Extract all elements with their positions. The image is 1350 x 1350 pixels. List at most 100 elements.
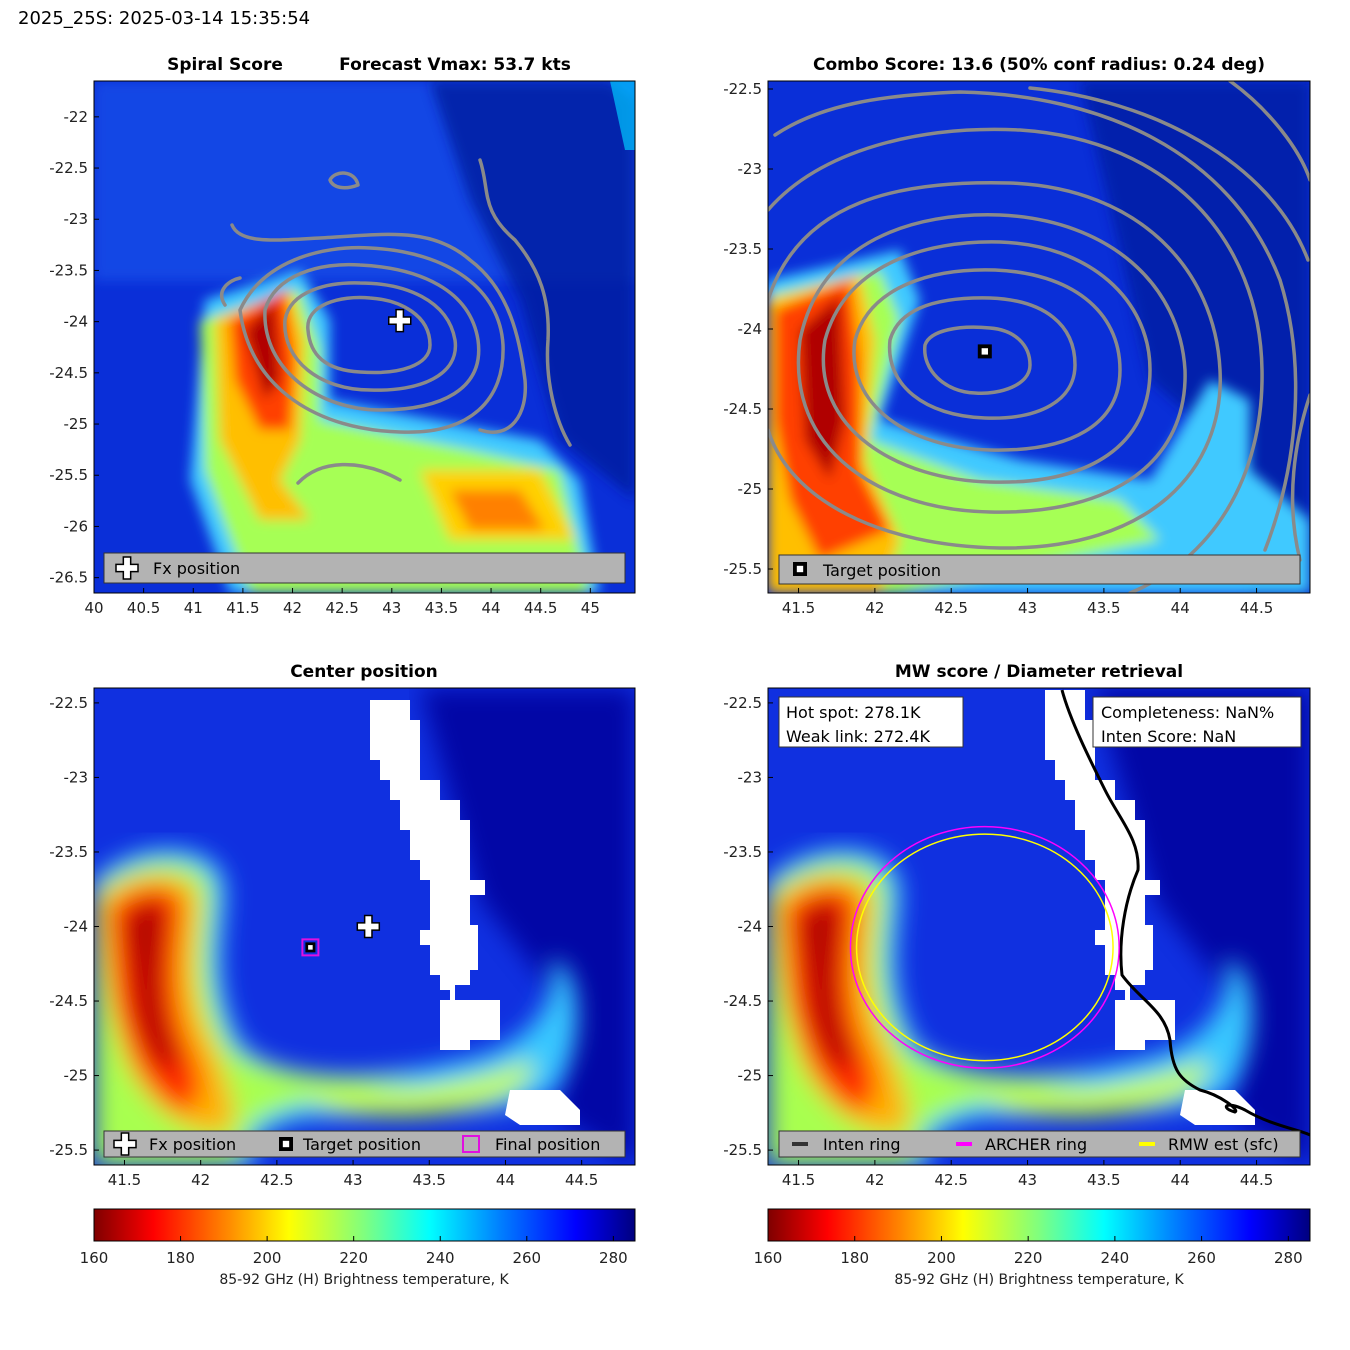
- colorbar-tick-label: 260: [1187, 1249, 1216, 1267]
- completeness-text: Completeness: NaN%: [1101, 703, 1274, 722]
- y-tick-label: -25.5: [723, 1141, 762, 1159]
- mw-axis-ticks: 41.5 42 42.5 43 43.5 44 44.5 -22.5 -23 -23.5 -24 -2…: [723, 694, 1273, 1189]
- panel-combo-score: 41.5 42 42.5 43 43.5 44 44.5 -22.5 -23 -23.5 -24 -2…: [723, 55, 1311, 617]
- fx-position-marker: [115, 556, 139, 580]
- y-tick-label: -23: [738, 160, 763, 178]
- x-tick-label: 41.5: [782, 599, 815, 617]
- combo-tb-image: [768, 81, 1310, 593]
- x-tick-label: 44: [496, 1171, 515, 1189]
- target-marker-center: [308, 945, 313, 950]
- x-tick-label: 42: [191, 1171, 210, 1189]
- combo-contours: [768, 81, 1310, 593]
- spiral-tb-image: [94, 81, 635, 593]
- x-tick-label: 40: [84, 599, 103, 617]
- legend-fx-label-center: Fx position: [149, 1135, 236, 1154]
- mw-title: MW score / Diameter retrieval: [895, 662, 1183, 682]
- y-tick-label: -23.5: [49, 843, 88, 861]
- y-tick-label: -23.5: [723, 843, 762, 861]
- center-title: Center position: [290, 662, 438, 682]
- x-tick-label: 42.5: [325, 599, 358, 617]
- colorbar-tick-label: 200: [253, 1249, 282, 1267]
- x-tick-label: 43.5: [425, 599, 458, 617]
- x-tick-label: 44.5: [1240, 1171, 1273, 1189]
- spiral-axes-frame: [93, 80, 636, 594]
- mw-legend: Inten ring ARCHER ring RMW est (sfc): [778, 1130, 1301, 1158]
- y-tick-label: -25.5: [49, 1141, 88, 1159]
- y-tick-label: -24: [64, 918, 89, 936]
- combo-title: Combo Score: 13.6 (50% conf radius: 0.24…: [813, 55, 1265, 75]
- spiral-axis-ticks: 40 40.5 41 41.5 42 42.5 43 43.5 44 44.5 45 -22 -22.5…: [49, 108, 600, 617]
- x-tick-label: 43: [382, 599, 401, 617]
- combo-legend: Target position: [778, 554, 1301, 585]
- x-tick-label: 43: [344, 1171, 363, 1189]
- colorbar-tick-label: 280: [599, 1249, 628, 1267]
- target-marker-center: [981, 348, 988, 355]
- x-tick-label: 43.5: [413, 1171, 446, 1189]
- colorbar-right-label: 85-92 GHz (H) Brightness temperature, K: [894, 1272, 1184, 1288]
- colorbar-left-label: 85-92 GHz (H) Brightness temperature, K: [219, 1272, 509, 1288]
- center-legend: Fx position Target position Final positi…: [103, 1130, 626, 1158]
- center-missing-data: [370, 700, 580, 1125]
- legend-target-label: Target position: [822, 561, 941, 580]
- x-tick-label: 41.5: [108, 1171, 141, 1189]
- y-tick-label: -25: [738, 1067, 763, 1085]
- x-tick-label: 43.5: [1087, 1171, 1120, 1189]
- y-tick-label: -24: [738, 320, 763, 338]
- colorbar-tick-label: 280: [1274, 1249, 1303, 1267]
- x-tick-label: 41.5: [782, 1171, 815, 1189]
- x-tick-label: 44.5: [524, 599, 557, 617]
- colorbar-tick-label: 200: [927, 1249, 956, 1267]
- legend-archer-label: ARCHER ring: [985, 1135, 1087, 1154]
- y-tick-label: -24.5: [723, 992, 762, 1010]
- spiral-fx-marker: [387, 308, 412, 333]
- x-tick-label: 44: [1171, 599, 1190, 617]
- x-tick-label: 44: [482, 599, 501, 617]
- y-tick-label: -23.5: [723, 240, 762, 258]
- panel-mw-score: 41.5 42 42.5 43 43.5 44 44.5 -22.5 -23 -23.5 -24 -2…: [723, 662, 1311, 1189]
- x-tick-label: 42: [283, 599, 302, 617]
- center-tb-image: [94, 688, 635, 1165]
- y-tick-label: -26.5: [49, 569, 88, 587]
- y-tick-label: -24.5: [49, 364, 88, 382]
- fx-position-marker: [356, 914, 381, 939]
- legend-target-label-center: Target position: [302, 1135, 421, 1154]
- final-position-marker: [301, 938, 320, 957]
- x-tick-label: 42.5: [935, 599, 968, 617]
- x-tick-label: 40.5: [127, 599, 160, 617]
- x-tick-label: 43.5: [1087, 599, 1120, 617]
- fx-position-marker: [113, 1132, 137, 1156]
- spiral-legend: Fx position: [103, 552, 626, 584]
- y-tick-label: -25.5: [723, 560, 762, 578]
- x-tick-label: 42: [865, 1171, 884, 1189]
- panel-center-position: 41.5 42 42.5 43 43.5 44 44.5 -22.5 -23 -23.5 -24 -2…: [49, 662, 636, 1189]
- mw-info-right: Completeness: NaN% Inten Score: NaN: [1092, 696, 1302, 748]
- spiral-title: Spiral Score: [167, 55, 283, 75]
- colorbar-left: 160 180 200 220 240 260 280 85-92 GHz (H) Brig…: [80, 1208, 636, 1288]
- y-tick-label: -25: [738, 480, 763, 498]
- fx-position-marker: [387, 308, 412, 333]
- legend-fx-label: Fx position: [153, 559, 240, 578]
- y-tick-label: -26: [64, 517, 89, 535]
- mw-coastline: [1060, 689, 1310, 1137]
- legend-inten-label: Inten ring: [823, 1135, 901, 1154]
- y-tick-label: -23: [64, 768, 89, 786]
- combo-axes-frame: [767, 80, 1311, 594]
- x-tick-label: 44.5: [1240, 599, 1273, 617]
- y-tick-label: -25.5: [49, 466, 88, 484]
- colorbar-left-gradient: [93, 1208, 636, 1242]
- colorbar-tick-label: 220: [339, 1249, 368, 1267]
- colorbar-tick-label: 160: [754, 1249, 783, 1267]
- colorbar-tick-label: 160: [80, 1249, 109, 1267]
- weak-link-text: Weak link: 272.4K: [786, 727, 930, 746]
- x-tick-label: 44.5: [565, 1171, 598, 1189]
- y-tick-label: -24.5: [723, 400, 762, 418]
- colorbar-tick-label: 180: [166, 1249, 195, 1267]
- archer-ring: [849, 825, 1120, 1069]
- y-tick-label: -22.5: [723, 80, 762, 98]
- y-tick-label: -25: [64, 1067, 89, 1085]
- y-tick-label: -23: [64, 210, 89, 228]
- y-tick-label: -22: [64, 108, 89, 126]
- y-tick-label: -24: [64, 313, 89, 331]
- vmax-title: Forecast Vmax: 53.7 kts: [339, 55, 571, 75]
